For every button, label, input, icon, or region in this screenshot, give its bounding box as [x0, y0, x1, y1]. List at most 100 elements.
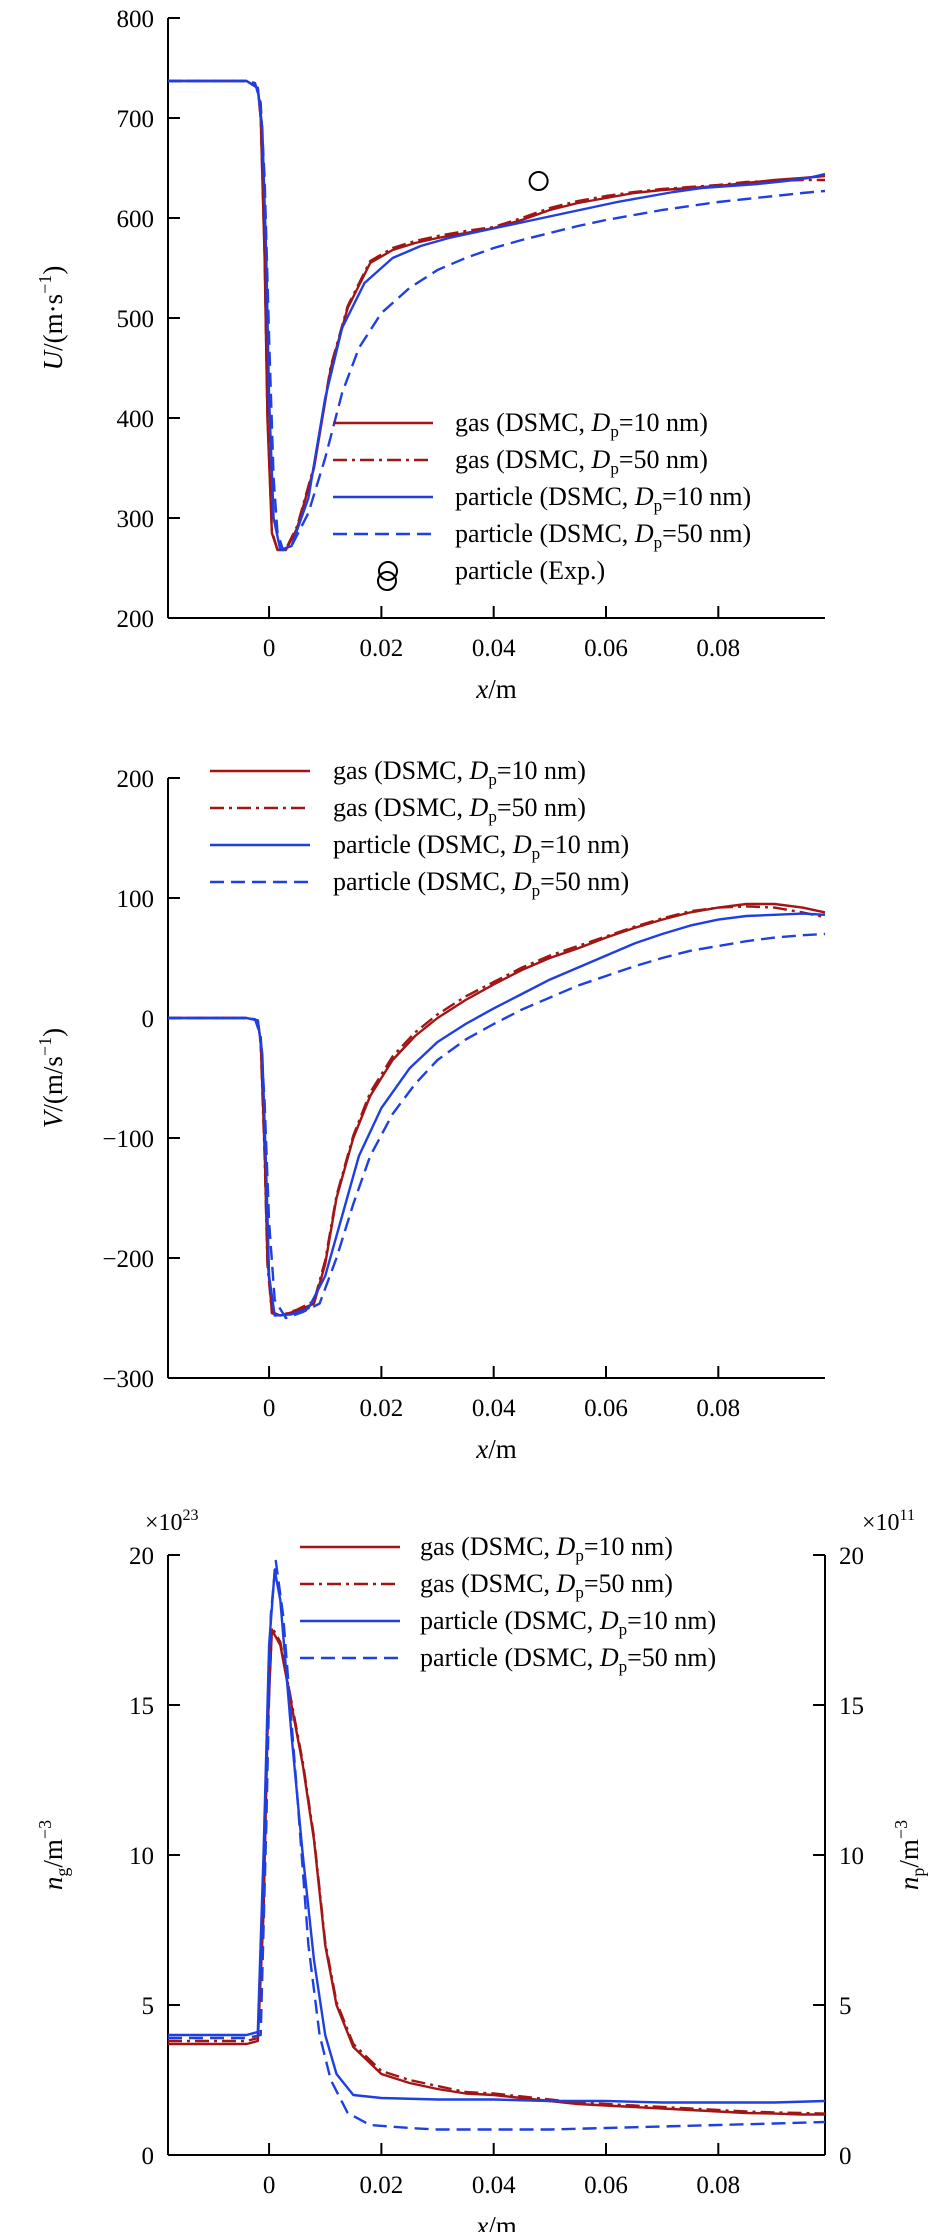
y2-tick-label: 10 [839, 1843, 864, 1870]
legend-value: =10 nm) [662, 482, 751, 511]
legend-base: (DSMC, [496, 408, 591, 437]
axis-unit: /(m/s [38, 1056, 68, 1112]
x-axis-unit: /m [488, 674, 517, 704]
x-axis-unit: /m [488, 2211, 517, 2232]
x-axis-label: x/m [475, 2211, 517, 2232]
legend-value: =10 nm) [540, 830, 629, 859]
mult-base: ×10 [862, 1510, 900, 1536]
legend-D: D [634, 482, 654, 511]
mult-exp: 23 [183, 1507, 199, 1524]
axis-var: V [38, 1108, 68, 1128]
y-tick-label: 200 [117, 606, 155, 633]
axis-sup: −3 [35, 1820, 55, 1839]
y-axis-label: ng/m−3 [35, 1820, 72, 1890]
legend-sub: p [619, 1620, 628, 1639]
legend-base: (DSMC, [461, 1569, 556, 1598]
legend-label: particle (DSMC, Dp=50 nm) [420, 1643, 716, 1676]
legend: gas (DSMC, Dp=10 nm) gas (DSMC, Dp=50 nm)… [210, 756, 629, 900]
legend-D: D [634, 519, 654, 548]
x-tick-label: 0.02 [360, 2172, 404, 2199]
mult-exp: 11 [900, 1507, 915, 1524]
legend-value: =50 nm) [619, 445, 708, 474]
x-tick-label: 0 [263, 2172, 276, 2199]
legend-sub: p [619, 1657, 628, 1676]
y2-tick-label: 0 [839, 2143, 852, 2170]
legend-name: gas [333, 756, 374, 785]
axis-var: n [38, 1877, 68, 1891]
y-tick-label: 15 [129, 1693, 154, 1720]
legend-base: (DSMC, [504, 1606, 599, 1635]
x-axis-var: x [475, 674, 488, 704]
y-tick-label: 200 [117, 766, 155, 793]
series-line-particle-10nm [168, 1568, 826, 2104]
x-tick-label: 0.08 [696, 2172, 740, 2199]
axis-end: ) [38, 1028, 68, 1037]
y-tick-label: 500 [117, 306, 155, 333]
legend-base: (DSMC, [539, 519, 634, 548]
legend-value: =50 nm) [497, 793, 586, 822]
x-axis-label: x/m [475, 674, 517, 704]
legend-sub: p [654, 533, 663, 552]
legend-value: =50 nm) [540, 867, 629, 896]
series-line-gas-50nm [168, 905, 826, 1317]
legend-base: (DSMC, [496, 445, 591, 474]
legend-value: =50 nm) [662, 519, 751, 548]
series-line-particle-50nm [168, 79, 826, 552]
legend-label: particle (DSMC, Dp=10 nm) [420, 1606, 716, 1639]
legend-sub: p [575, 1546, 584, 1565]
y-tick-label: 20 [129, 1543, 154, 1570]
legend-value: =10 nm) [627, 1606, 716, 1635]
x-axis-var: x [475, 2211, 488, 2232]
legend-sub: p [488, 807, 497, 826]
y-tick-label: −300 [102, 1366, 154, 1393]
legend-base: (DSMC, [374, 793, 469, 822]
legend-D: D [599, 1643, 619, 1672]
y-tick-label: −200 [102, 1246, 154, 1273]
axis-sub: g [52, 1868, 72, 1877]
legend-label: gas (DSMC, Dp=10 nm) [333, 756, 586, 789]
legend-base: (DSMC, [504, 1643, 599, 1672]
mult-base: ×10 [145, 1510, 183, 1536]
y-axis-label: U/(m·s−1) [35, 266, 68, 371]
y-tick-label: 5 [142, 1993, 155, 2020]
y-multiplier: ×1023 [145, 1507, 199, 1536]
legend-label: particle (DSMC, Dp=50 nm) [333, 867, 629, 900]
y-tick-label: 600 [117, 206, 155, 233]
legend-label: gas (DSMC, Dp=50 nm) [333, 793, 586, 826]
series-line-gas-10nm [168, 902, 826, 1317]
series-line-particle-50nm [168, 932, 826, 1320]
x-tick-label: 0.04 [472, 1395, 516, 1422]
x-axis-var: x [475, 1434, 488, 1464]
legend-name: particle [455, 556, 539, 585]
legend-base: (DSMC, [461, 1532, 556, 1561]
y2-tick-label: 5 [839, 1993, 852, 2020]
legend-D: D [556, 1569, 576, 1598]
y-tick-label: 0 [142, 1006, 155, 1033]
series-line-gas-50nm [168, 79, 825, 552]
legend-name: gas [455, 445, 496, 474]
y-tick-label: 700 [117, 106, 155, 133]
x-tick-label: 0.06 [584, 1395, 628, 1422]
axis-unit: /(m·s [38, 294, 68, 351]
x-axis-unit: /m [488, 1434, 517, 1464]
legend-label: particle (DSMC, Dp=10 nm) [455, 482, 751, 515]
legend-name: particle [333, 867, 417, 896]
x-tick-label: 0.04 [472, 2172, 516, 2199]
x-tick-label: 0.06 [584, 2172, 628, 2199]
y-axis-label: V/(m/s−1) [35, 1028, 68, 1128]
legend-name: gas [333, 793, 374, 822]
legend-value: =10 nm) [497, 756, 586, 785]
legend-marker [378, 561, 398, 581]
x-tick-label: 0.06 [584, 635, 628, 662]
axis-end: ) [38, 266, 68, 275]
legend: gas (DSMC, Dp=10 nm)gas (DSMC, Dp=50 nm)… [300, 1532, 716, 1676]
legend-base: (DSMC, [417, 830, 512, 859]
y-tick-label: 800 [117, 6, 155, 33]
y2-axis-label: np/m−3 [891, 1820, 928, 1890]
legend-name: gas [455, 408, 496, 437]
axis-sup: −1 [35, 275, 55, 294]
x-tick-label: 0.02 [360, 635, 404, 662]
legend-name: particle [455, 519, 539, 548]
legend-name: gas [420, 1569, 461, 1598]
